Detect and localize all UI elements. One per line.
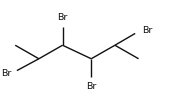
Text: Br: Br — [57, 13, 68, 22]
Text: Br: Br — [142, 25, 152, 35]
Text: Br: Br — [2, 69, 12, 79]
Text: Br: Br — [86, 82, 96, 91]
